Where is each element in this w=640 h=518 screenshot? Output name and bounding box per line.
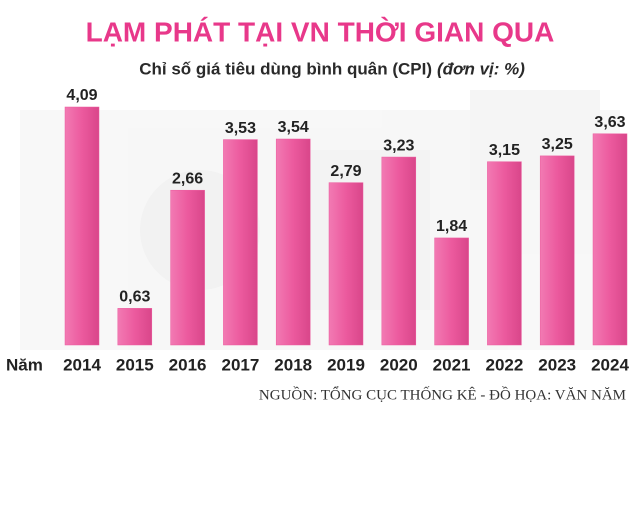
chart-title: LẠM PHÁT TẠI VN THỜI GIAN QUA — [86, 16, 555, 47]
x-tick-label: 2015 — [116, 355, 154, 374]
value-label: 3,25 — [542, 136, 573, 153]
bar — [170, 189, 205, 346]
bar — [117, 308, 153, 346]
value-label: 3,23 — [383, 137, 414, 154]
x-tick-label: 2018 — [274, 355, 312, 374]
bar — [592, 133, 628, 346]
x-tick-label: 2023 — [538, 355, 576, 374]
unit-note: (đơn vị: %) — [437, 59, 525, 78]
x-tick-label: 2014 — [63, 355, 101, 374]
bar — [487, 161, 522, 346]
value-label: 3,53 — [225, 120, 256, 137]
value-label: 3,54 — [278, 119, 309, 136]
value-label: 2,66 — [172, 170, 203, 187]
x-tick-label: 2019 — [327, 355, 365, 374]
x-axis-label: Năm — [6, 355, 43, 374]
value-label: 3,15 — [489, 142, 520, 159]
value-label: 3,63 — [594, 114, 625, 131]
source-note: NGUỒN: TỔNG CỤC THỐNG KÊ - ĐỒ HỌA: VĂN N… — [259, 385, 626, 403]
bar — [328, 182, 364, 346]
bar — [275, 138, 311, 346]
background-decoration — [20, 90, 620, 350]
bar — [434, 237, 469, 346]
bar — [381, 156, 417, 346]
x-tick-label: 2017 — [221, 355, 259, 374]
bar — [64, 106, 100, 346]
value-label: 2,79 — [330, 163, 361, 180]
value-label: 1,84 — [436, 218, 467, 235]
x-tick-label: 2024 — [591, 355, 629, 374]
x-tick-label: 2020 — [380, 355, 418, 374]
value-label: 0,63 — [119, 289, 150, 306]
chart-subtitle: Chỉ số giá tiêu dùng bình quân (CPI) — [139, 59, 432, 78]
bar — [223, 139, 258, 346]
x-tick-label: 2022 — [485, 355, 523, 374]
value-label: 4,09 — [66, 87, 97, 104]
bar — [539, 155, 575, 346]
x-tick-label: 2016 — [169, 355, 207, 374]
x-tick-label: 2021 — [433, 355, 471, 374]
